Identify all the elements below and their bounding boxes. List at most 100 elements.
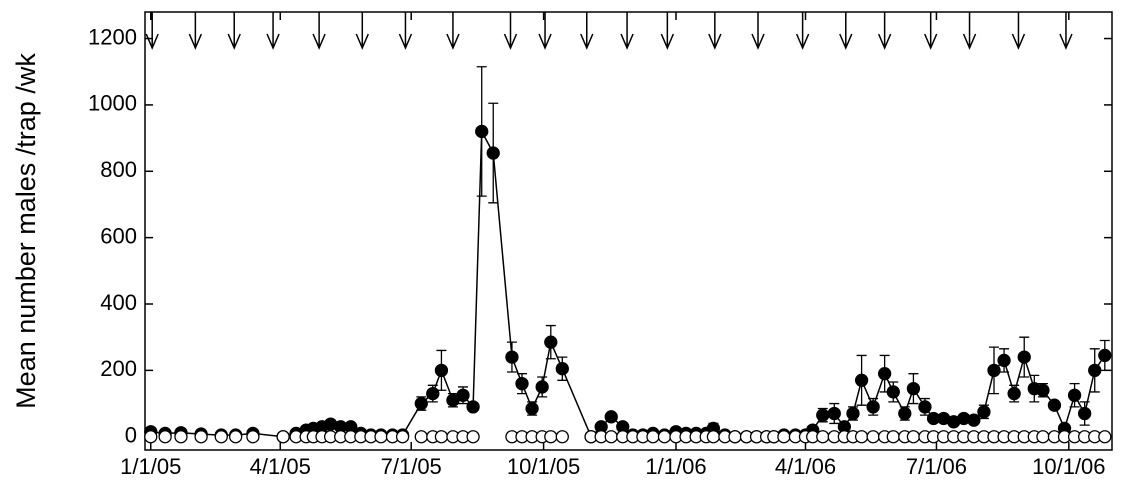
event-arrow xyxy=(580,12,594,50)
event-arrow xyxy=(620,12,634,50)
data-point xyxy=(886,430,900,444)
data-point xyxy=(1078,406,1092,421)
x-tick-label: 4/1/06 xyxy=(775,454,836,479)
data-point xyxy=(486,146,500,160)
x-tick-label: 1/1/05 xyxy=(120,454,181,479)
data-point xyxy=(646,430,660,444)
data-point xyxy=(977,405,991,419)
data-point xyxy=(706,430,721,444)
data-point xyxy=(475,124,489,139)
data-point xyxy=(604,410,618,424)
data-point xyxy=(854,373,869,387)
data-point xyxy=(1036,430,1050,444)
data-point xyxy=(866,400,880,414)
event-arrow xyxy=(708,12,722,50)
data-point xyxy=(544,430,558,444)
event-arrow xyxy=(962,12,977,50)
data-point xyxy=(1098,348,1112,363)
data-point xyxy=(414,430,428,444)
event-arrow xyxy=(446,12,460,50)
data-point xyxy=(214,430,228,444)
event-arrow xyxy=(503,12,518,50)
data-point xyxy=(1036,383,1050,397)
event-arrow xyxy=(795,12,810,50)
data-point xyxy=(515,376,529,391)
data-point xyxy=(434,363,449,378)
data-point xyxy=(918,400,932,414)
data-point xyxy=(1098,430,1112,444)
y-tick-label: 200 xyxy=(100,356,137,381)
data-point xyxy=(456,388,470,402)
event-arrow xyxy=(538,12,552,50)
event-arrow xyxy=(266,12,280,50)
y-tick-label: 400 xyxy=(100,290,137,315)
x-tick-label: 1/1/06 xyxy=(645,454,706,479)
data-point xyxy=(906,381,921,396)
x-tick-label: 10/1/05 xyxy=(507,454,580,479)
event-arrow xyxy=(1059,12,1073,50)
x-tick-label: 4/1/05 xyxy=(250,454,311,479)
data-point xyxy=(1088,363,1102,378)
data-point xyxy=(906,430,921,444)
data-point xyxy=(246,430,260,444)
y-tick-label: 600 xyxy=(100,223,137,248)
data-point xyxy=(657,430,672,444)
data-point xyxy=(846,406,860,421)
data-point xyxy=(174,430,188,444)
x-tick-label: 7/1/05 xyxy=(381,454,442,479)
data-point xyxy=(194,430,208,444)
data-point xyxy=(827,406,841,421)
data-point xyxy=(374,430,388,444)
data-point xyxy=(466,430,480,444)
data-point xyxy=(886,385,900,399)
data-point xyxy=(158,430,172,444)
data-point xyxy=(854,430,869,444)
event-arrow xyxy=(398,12,413,50)
y-axis-label: Mean number males /trap /wk xyxy=(11,53,41,409)
data-point xyxy=(1007,386,1021,401)
data-point xyxy=(544,335,558,349)
event-arrow xyxy=(312,12,326,50)
data-point xyxy=(816,408,830,422)
data-point xyxy=(414,396,428,411)
data-point xyxy=(505,350,519,364)
y-tick-label: 800 xyxy=(100,157,137,182)
x-tick-label: 7/1/06 xyxy=(906,454,967,479)
event-arrow xyxy=(1011,12,1026,50)
data-point xyxy=(466,400,480,414)
data-point xyxy=(395,430,410,444)
event-arrow xyxy=(923,12,938,50)
data-point xyxy=(555,430,569,444)
data-point xyxy=(555,362,569,376)
y-tick-label: 0 xyxy=(125,423,137,448)
data-point xyxy=(525,401,539,416)
data-point xyxy=(777,430,791,444)
data-point xyxy=(728,430,742,444)
y-tick-label: 1000 xyxy=(88,91,137,116)
y-tick-label: 1200 xyxy=(88,24,137,49)
event-arrow xyxy=(660,12,675,50)
x-tick-label: 10/1/06 xyxy=(1032,454,1105,479)
data-point xyxy=(1017,350,1031,364)
data-point xyxy=(426,386,440,401)
plot-frame xyxy=(144,11,1113,451)
data-point xyxy=(1047,398,1062,412)
data-point xyxy=(877,367,892,381)
data-point xyxy=(1067,388,1082,402)
data-point xyxy=(535,380,549,394)
event-arrow xyxy=(188,12,203,50)
event-arrow xyxy=(227,12,241,50)
series-line xyxy=(150,128,1106,439)
event-arrow xyxy=(751,12,765,50)
data-point xyxy=(816,430,830,444)
event-arrow xyxy=(145,12,159,50)
event-arrow xyxy=(839,12,853,50)
event-arrow xyxy=(355,12,369,50)
data-point xyxy=(898,406,912,421)
data-point xyxy=(144,430,158,444)
data-point xyxy=(276,430,290,444)
data-point xyxy=(997,353,1011,368)
data-point xyxy=(987,363,1001,378)
data-point xyxy=(967,413,981,427)
